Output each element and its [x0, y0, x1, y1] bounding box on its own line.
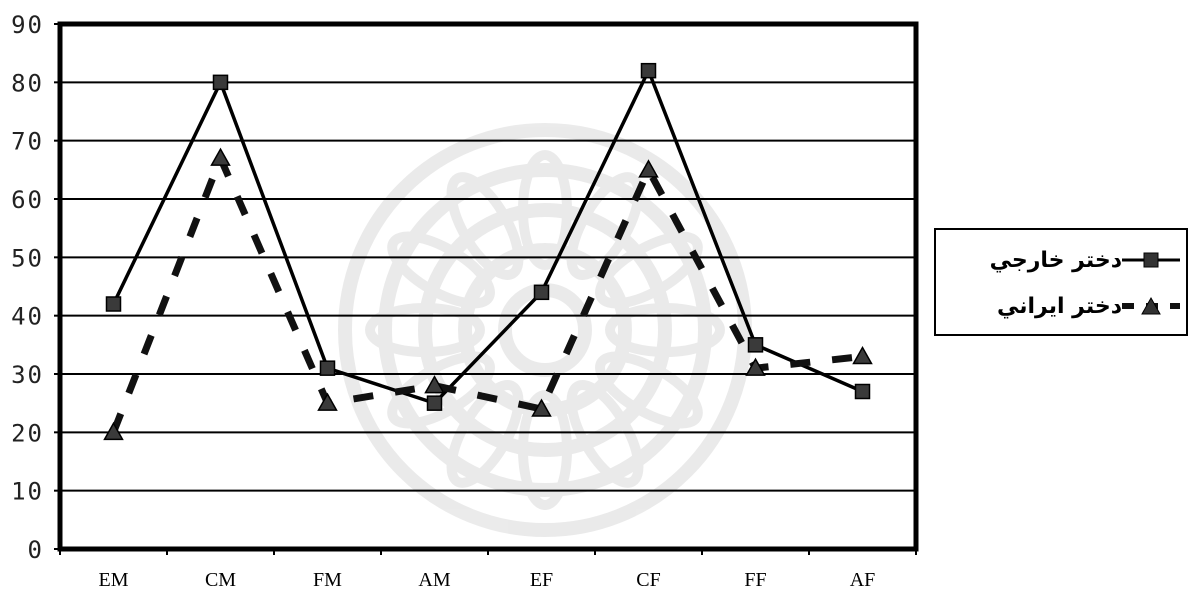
x-tick-label: AF	[850, 569, 876, 591]
x-tick-label: FM	[313, 569, 342, 591]
legend-label-series-1: دختر خارجي	[989, 247, 1122, 273]
x-tick-label: CF	[636, 569, 660, 591]
watermark-petal	[387, 231, 495, 309]
data-point-square	[640, 62, 657, 79]
data-point-square	[426, 395, 443, 411]
legend-label-series-2: دختر ايراني	[996, 293, 1122, 319]
data-point-triangle	[638, 159, 659, 178]
watermark-petal	[566, 380, 644, 488]
watermark-ring	[378, 163, 712, 497]
y-tick-label: 10	[11, 478, 44, 506]
watermark-emblem	[338, 123, 752, 537]
y-tick-label: 20	[11, 419, 44, 447]
watermark-petal	[566, 172, 644, 280]
legend-swatch-dashed-triangle	[1122, 296, 1180, 315]
watermark-petal	[518, 150, 572, 270]
data-point-square	[319, 360, 336, 376]
data-point-triangle	[210, 147, 231, 166]
watermark-petal	[365, 303, 485, 357]
legend-item-series-1: دختر خارجي	[986, 240, 1180, 280]
x-tick-label: EM	[99, 569, 129, 591]
data-point-square	[854, 383, 871, 400]
x-tick-label: CM	[205, 569, 236, 591]
data-point-triangle	[531, 398, 552, 417]
watermark-petal	[446, 380, 524, 488]
data-point-square	[533, 284, 550, 301]
series-1	[105, 62, 871, 411]
y-tick-label: 90	[11, 11, 44, 39]
data-point-triangle	[852, 345, 873, 365]
watermark-petal	[595, 231, 703, 309]
watermark-petal	[387, 351, 495, 429]
y-tick-label: 70	[11, 128, 44, 156]
x-tick-label: EF	[530, 569, 553, 591]
watermark-ring	[338, 123, 752, 537]
watermark-ring	[418, 203, 672, 457]
watermark-petal	[605, 303, 725, 357]
data-point-square	[747, 337, 764, 353]
y-tick-label: 0	[28, 536, 44, 564]
series-1-line	[111, 66, 864, 406]
watermark-petal	[518, 390, 572, 510]
x-tick-label: FF	[744, 569, 766, 591]
series-2-line	[110, 149, 863, 434]
y-tick-label: 50	[11, 244, 44, 272]
y-tick-label: 40	[11, 303, 44, 331]
series-2	[103, 147, 873, 441]
y-tick-label: 30	[11, 361, 44, 389]
watermark-petal	[595, 351, 703, 429]
legend-swatch-solid-square	[1122, 252, 1180, 268]
data-point-triangle	[424, 375, 445, 394]
data-point-triangle	[317, 392, 338, 411]
data-point-square	[212, 74, 229, 91]
legend-item-series-2: دختر ايراني	[993, 286, 1180, 326]
y-tick-label: 60	[11, 186, 44, 214]
legend: دختر خارجي دختر ايراني	[934, 228, 1188, 336]
data-point-triangle	[745, 357, 766, 376]
data-point-square	[105, 296, 122, 312]
x-tick-label: AM	[418, 569, 450, 591]
data-point-triangle	[103, 421, 124, 441]
watermark-petal	[446, 172, 524, 280]
watermark-ring	[498, 283, 592, 377]
y-tick-label: 80	[11, 69, 44, 97]
